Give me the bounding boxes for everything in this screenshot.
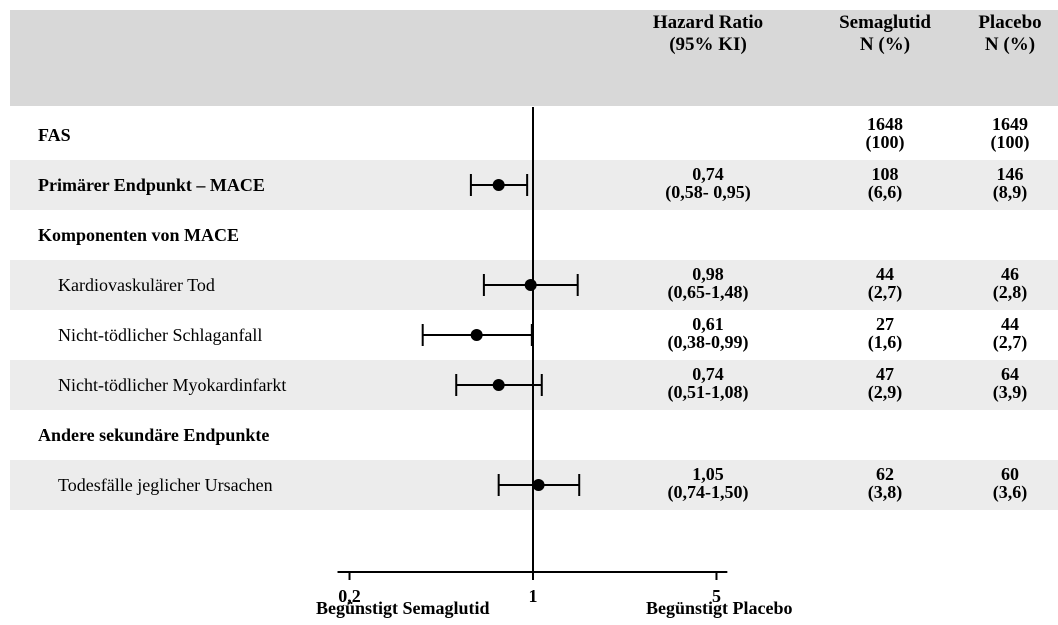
semaglutid-cell-subvalue: (6,6) [867,182,903,202]
hazard-ratio-cell-value: 0,74 [692,364,724,384]
favors-placebo-label: Begünstigt Placebo [646,598,793,618]
hazard-ratio-cell-value: 0,98 [692,264,724,284]
hazard-ratio-point [470,329,483,341]
header-hazard-ratio: Hazard Ratio (95% KI) [648,12,768,56]
hazard-ratio-cell: 0,98 (0,65-1,48) [648,265,768,301]
header-hr-ci: (95% KI) [669,34,747,55]
header-sema-n: N (%) [859,34,911,55]
hazard-ratio-cell-subvalue: (0,51-1,08) [667,382,749,402]
placebo-cell: 46 (2,8) [962,265,1058,301]
table-header [10,10,1058,106]
favors-semaglutid-label: Begünstigt Semaglutid [316,598,490,618]
row-label: Andere sekundäre Endpunkte [38,425,270,445]
semaglutid-cell-subvalue: (1,6) [867,332,903,352]
placebo-cell-value: 60 [1001,464,1019,484]
placebo-cell: 44 (2,7) [962,315,1058,351]
hazard-ratio-point [532,479,545,491]
semaglutid-cell: 1648 (100) [822,115,948,151]
hazard-ratio-point [492,379,505,391]
placebo-cell-subvalue: (8,9) [992,182,1028,202]
semaglutid-cell: 27 (1,6) [822,315,948,351]
placebo-cell-subvalue: (2,7) [992,332,1028,352]
semaglutid-cell-value: 108 [871,164,899,184]
hazard-ratio-cell: 0,74 (0,51-1,08) [648,365,768,401]
semaglutid-cell: 108 (6,6) [822,165,948,201]
hazard-ratio-cell-subvalue: (0,74-1,50) [667,482,749,502]
x-tick-label: 5 [712,586,721,606]
header-sema-title: Semaglutid [839,12,931,33]
semaglutid-cell-subvalue: (100) [865,132,905,152]
placebo-cell-subvalue: (3,9) [992,382,1028,402]
semaglutid-cell: 47 (2,9) [822,365,948,401]
row-label: Kardiovaskulärer Tod [58,275,215,295]
row-label: Nicht-tödlicher Myokardinfarkt [58,375,287,395]
x-tick-label: 0,2 [338,586,361,606]
row-label: FAS [38,125,71,145]
semaglutid-cell: 44 (2,7) [822,265,948,301]
semaglutid-cell: 62 (3,8) [822,465,948,501]
placebo-cell-subvalue: (3,6) [992,482,1028,502]
placebo-cell-value: 44 [1001,314,1019,334]
hazard-ratio-cell-value: 0,74 [692,164,724,184]
placebo-cell-value: 46 [1001,264,1019,284]
header-placebo: Placebo N (%) [962,12,1058,56]
semaglutid-cell-subvalue: (2,7) [867,282,903,302]
hazard-ratio-cell-subvalue: (0,65-1,48) [667,282,749,302]
placebo-cell: 146 (8,9) [962,165,1058,201]
hazard-ratio-cell: 0,61 (0,38-0,99) [648,315,768,351]
header-semaglutid: Semaglutid N (%) [822,12,948,56]
hazard-ratio-cell-value: 0,61 [692,314,724,334]
semaglutid-cell-value: 27 [876,314,894,334]
hazard-ratio-cell-subvalue: (0,58- 0,95) [665,182,751,202]
placebo-cell: 1649 (100) [962,115,1058,151]
semaglutid-cell-value: 1648 [867,114,903,134]
semaglutid-cell-value: 62 [876,464,894,484]
semaglutid-cell-subvalue: (3,8) [867,482,903,502]
hazard-ratio-point [524,279,537,291]
hazard-ratio-cell-value: 1,05 [692,464,724,484]
placebo-cell-value: 64 [1001,364,1019,384]
hazard-ratio-cell: 0,74 (0,58- 0,95) [648,165,768,201]
header-hr-title: Hazard Ratio [652,12,764,33]
hazard-ratio-point [492,179,505,191]
hazard-ratio-cell: 1,05 (0,74-1,50) [648,465,768,501]
placebo-cell: 60 (3,6) [962,465,1058,501]
x-tick-label: 1 [529,586,538,606]
semaglutid-cell-subvalue: (2,9) [867,382,903,402]
semaglutid-cell-value: 47 [876,364,894,384]
header-placebo-title: Placebo [978,12,1042,33]
placebo-cell: 64 (3,9) [962,365,1058,401]
row-label: Komponenten von MACE [38,225,240,245]
row-label: Nicht-tödlicher Schlaganfall [58,325,263,345]
placebo-cell-subvalue: (100) [990,132,1030,152]
hazard-ratio-cell-subvalue: (0,38-0,99) [667,332,749,352]
header-placebo-n: N (%) [984,34,1036,55]
semaglutid-cell-value: 44 [876,264,894,284]
row-label: Primärer Endpunkt – MACE [38,175,265,195]
row-label: Todesfälle jeglicher Ursachen [58,475,273,495]
placebo-cell-value: 1649 [992,114,1028,134]
placebo-cell-subvalue: (2,8) [992,282,1028,302]
placebo-cell-value: 146 [996,164,1024,184]
